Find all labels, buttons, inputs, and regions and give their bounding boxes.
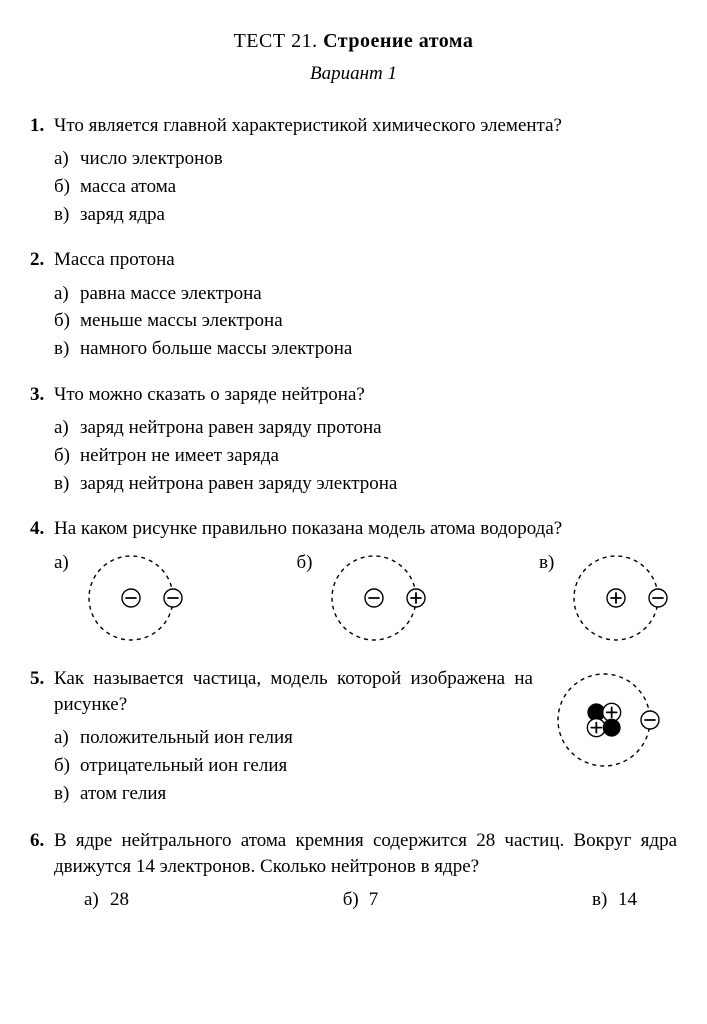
q5-text: Как называется частица, модель которой и… <box>54 666 533 717</box>
q4-text: На каком рисунке правильно показана моде… <box>54 516 677 542</box>
option-label: в) <box>54 471 80 497</box>
option-label: в) <box>54 202 80 228</box>
q1-option-b: б) масса атома <box>54 174 677 200</box>
atom-diagram-b <box>325 550 435 646</box>
q5-option-a: а) положительный ион гелия <box>54 725 533 751</box>
option-text: меньше массы электрона <box>80 308 677 334</box>
option-text: 28 <box>110 887 129 913</box>
option-label: б) <box>54 753 80 779</box>
option-text: атом гелия <box>80 781 533 807</box>
option-label: б) <box>54 443 80 469</box>
q5-number: 5. <box>30 666 54 692</box>
q4-option-a: а) <box>54 550 192 646</box>
atom-diagram-c <box>567 550 677 646</box>
q4-number: 4. <box>30 516 54 542</box>
q5-diagram-container <box>547 666 677 808</box>
q3-number: 3. <box>30 382 54 408</box>
q2-text: Масса протона <box>54 247 677 273</box>
question-1: 1. Что является главной характеристикой … <box>30 113 677 228</box>
q6-option-b: б) 7 <box>343 887 379 913</box>
option-text: нейтрон не имеет заряда <box>80 443 677 469</box>
q3-option-c: в) заряд нейтрона равен заряду электрона <box>54 471 677 497</box>
option-label: б) <box>343 887 369 913</box>
question-4: 4. На каком рисунке правильно показана м… <box>30 516 677 646</box>
q6-text: В ядре нейтрального атома кремния содерж… <box>54 828 677 879</box>
option-text: 14 <box>618 887 637 913</box>
q2-option-c: в) намного больше массы электрона <box>54 336 677 362</box>
option-text: число электронов <box>80 146 677 172</box>
variant-label: Вариант 1 <box>30 61 677 87</box>
option-label: а) <box>54 415 80 441</box>
question-6: 6. В ядре нейтрального атома кремния сод… <box>30 828 677 915</box>
q2-option-a: а) равна массе электрона <box>54 281 677 307</box>
atom-diagram-a <box>82 550 192 646</box>
q2-number: 2. <box>30 247 54 273</box>
question-2: 2. Масса протона а) равна массе электрон… <box>30 247 677 362</box>
option-label: а) <box>54 550 76 576</box>
q6-number: 6. <box>30 828 54 854</box>
q1-number: 1. <box>30 113 54 139</box>
option-text: 7 <box>369 887 379 913</box>
option-label: б) <box>297 550 319 576</box>
option-label: а) <box>84 887 110 913</box>
q5-option-b: б) отрицательный ион гелия <box>54 753 533 779</box>
option-text: намного больше массы электрона <box>80 336 677 362</box>
q1-text: Что является главной характеристикой хим… <box>54 113 677 139</box>
q4-option-c: в) <box>539 550 677 646</box>
option-text: заряд нейтрона равен заряду протона <box>80 415 677 441</box>
title-bold: Строение атома <box>323 30 473 52</box>
q3-option-b: б) нейтрон не имеет заряда <box>54 443 677 469</box>
option-text: положительный ион гелия <box>80 725 533 751</box>
q6-option-c: в) 14 <box>592 887 637 913</box>
title-prefix: ТЕСТ 21. <box>234 30 324 52</box>
q4-option-b: б) <box>297 550 435 646</box>
option-label: б) <box>54 308 80 334</box>
option-label: в) <box>54 336 80 362</box>
question-3: 3. Что можно сказать о заряде нейтрона? … <box>30 382 677 497</box>
option-text: масса атома <box>80 174 677 200</box>
option-text: заряд нейтрона равен заряду электрона <box>80 471 677 497</box>
question-5: 5. Как называется частица, модель которо… <box>30 666 677 808</box>
option-text: заряд ядра <box>80 202 677 228</box>
option-label: в) <box>539 550 561 576</box>
q1-option-a: а) число электронов <box>54 146 677 172</box>
q6-option-a: а) 28 <box>84 887 129 913</box>
option-label: б) <box>54 174 80 200</box>
option-label: в) <box>592 887 618 913</box>
helium-ion-diagram <box>547 666 677 774</box>
q2-option-b: б) меньше массы электрона <box>54 308 677 334</box>
page-title: ТЕСТ 21. Строение атома <box>30 28 677 55</box>
q5-option-c: в) атом гелия <box>54 781 533 807</box>
option-label: в) <box>54 781 80 807</box>
q3-text: Что можно сказать о заряде нейтрона? <box>54 382 677 408</box>
q6-options-row: а) 28 б) 7 в) 14 <box>84 887 637 915</box>
option-label: а) <box>54 725 80 751</box>
q3-option-a: а) заряд нейтрона равен заряду протона <box>54 415 677 441</box>
option-text: равна массе электрона <box>80 281 677 307</box>
q4-diagrams-row: а) б) в) <box>54 550 677 646</box>
option-text: отрицательный ион гелия <box>80 753 533 779</box>
option-label: а) <box>54 281 80 307</box>
option-label: а) <box>54 146 80 172</box>
q1-option-c: в) заряд ядра <box>54 202 677 228</box>
